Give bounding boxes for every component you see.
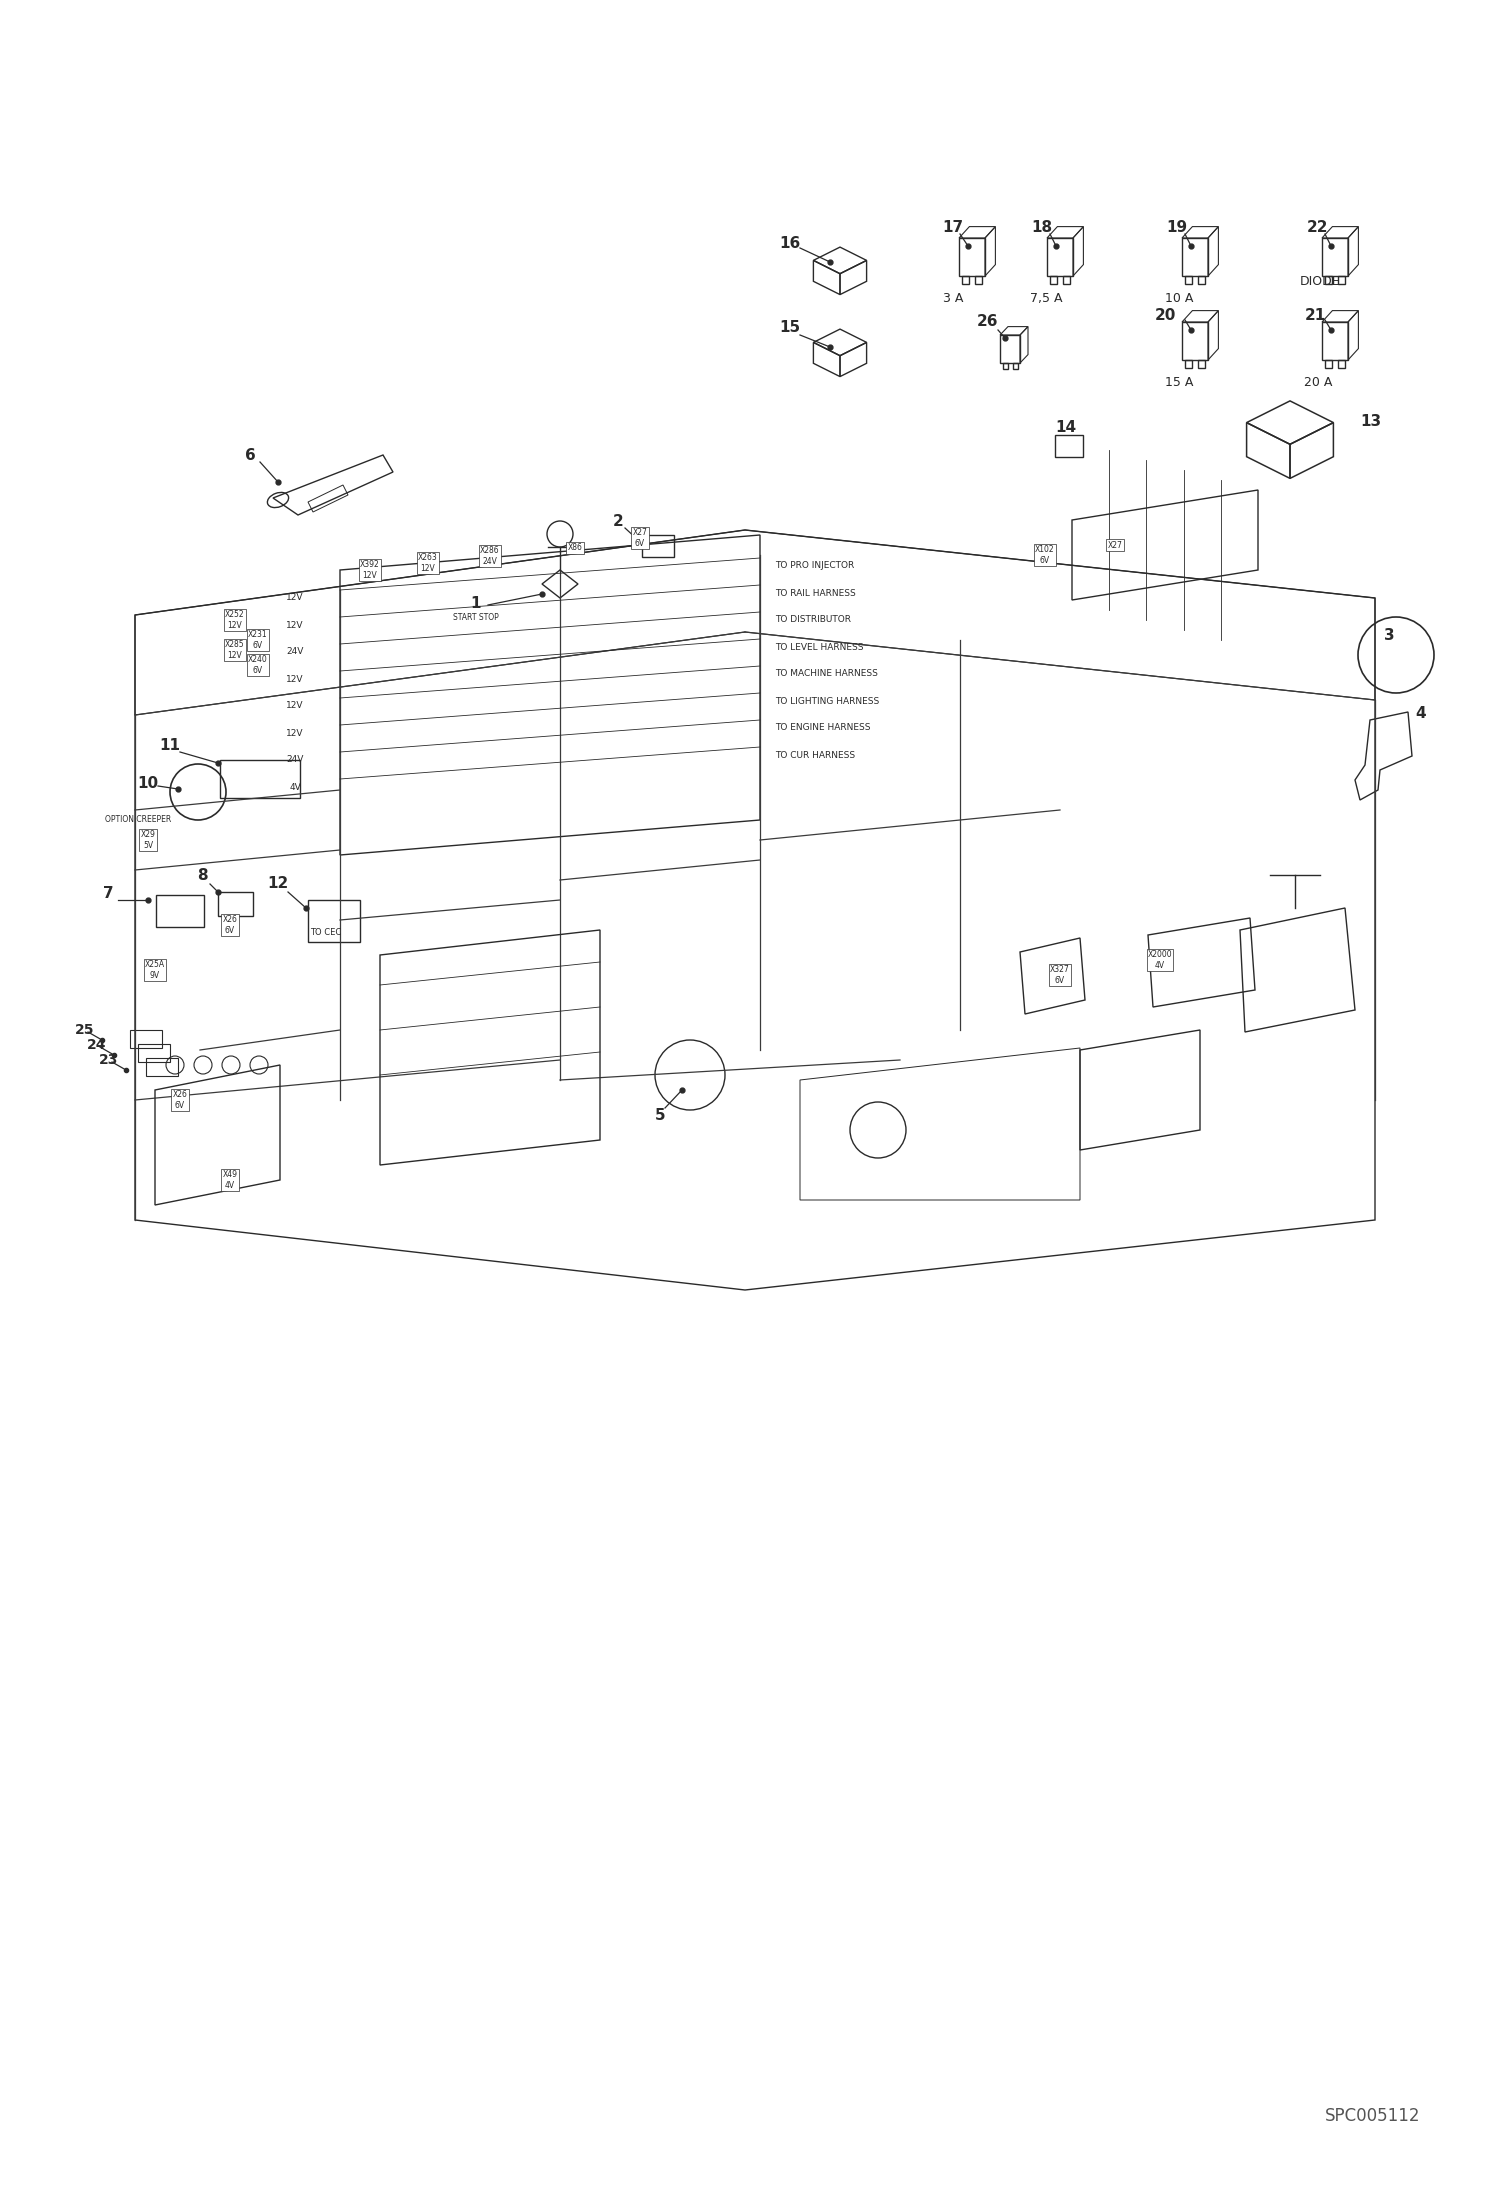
Text: 7: 7 xyxy=(103,886,114,902)
Text: 20 A: 20 A xyxy=(1303,375,1332,388)
Text: 12V: 12V xyxy=(286,595,304,603)
Text: X285
12V: X285 12V xyxy=(225,641,244,660)
Text: 4: 4 xyxy=(1416,706,1426,722)
Text: X263
12V: X263 12V xyxy=(418,553,437,573)
Bar xyxy=(156,895,204,928)
Text: TO LIGHTING HARNESS: TO LIGHTING HARNESS xyxy=(774,695,879,706)
Text: 24: 24 xyxy=(87,1038,106,1051)
Text: 18: 18 xyxy=(1032,222,1053,235)
Text: 3 A: 3 A xyxy=(944,292,963,305)
Text: 26: 26 xyxy=(977,314,999,329)
Text: X26
6V: X26 6V xyxy=(223,915,238,935)
Text: X29
5V: X29 5V xyxy=(141,829,156,849)
Text: X25A
9V: X25A 9V xyxy=(145,961,165,981)
Text: X27: X27 xyxy=(1107,540,1122,548)
Text: X327
6V: X327 6V xyxy=(1050,965,1070,985)
Text: TO PRO INJECTOR: TO PRO INJECTOR xyxy=(774,562,854,570)
Text: 5: 5 xyxy=(655,1108,665,1123)
Text: 12V: 12V xyxy=(286,728,304,737)
Bar xyxy=(220,759,300,799)
Bar xyxy=(219,893,253,917)
Text: 16: 16 xyxy=(779,235,800,250)
Bar xyxy=(1055,434,1083,456)
Text: 7,5 A: 7,5 A xyxy=(1031,292,1062,305)
Text: X252
12V: X252 12V xyxy=(225,610,244,630)
Text: 20: 20 xyxy=(1155,309,1176,323)
Text: TO LEVEL HARNESS: TO LEVEL HARNESS xyxy=(774,643,863,652)
Text: TO CUR HARNESS: TO CUR HARNESS xyxy=(774,750,855,759)
Text: 12V: 12V xyxy=(286,674,304,685)
Text: X286
24V: X286 24V xyxy=(481,546,500,566)
Bar xyxy=(138,1044,169,1062)
Text: START STOP: START STOP xyxy=(452,614,499,623)
Text: DIODE: DIODE xyxy=(1300,274,1341,287)
Text: TO ENGINE HARNESS: TO ENGINE HARNESS xyxy=(774,724,870,733)
Text: X27
6V: X27 6V xyxy=(632,529,647,548)
Text: 13: 13 xyxy=(1360,415,1381,430)
Text: 2: 2 xyxy=(613,513,623,529)
Text: 10 A: 10 A xyxy=(1165,292,1194,305)
Bar xyxy=(145,1058,178,1075)
Text: 3: 3 xyxy=(1384,627,1395,643)
Text: 15: 15 xyxy=(779,320,800,336)
Text: 22: 22 xyxy=(1306,222,1327,235)
Text: 8: 8 xyxy=(196,869,207,884)
Text: 15 A: 15 A xyxy=(1165,375,1194,388)
Text: 12V: 12V xyxy=(286,621,304,630)
Text: X231
6V: X231 6V xyxy=(249,630,268,649)
Text: TO MACHINE HARNESS: TO MACHINE HARNESS xyxy=(774,669,878,678)
Text: 6: 6 xyxy=(244,448,255,463)
Text: X26
6V: X26 6V xyxy=(172,1090,187,1110)
Text: 4V: 4V xyxy=(289,783,301,792)
Text: TO CEC: TO CEC xyxy=(310,928,342,937)
Text: 19: 19 xyxy=(1167,222,1188,235)
Text: X240
6V: X240 6V xyxy=(249,656,268,676)
Text: 24V: 24V xyxy=(286,755,304,764)
Text: X2000
4V: X2000 4V xyxy=(1147,950,1173,970)
Text: 10: 10 xyxy=(138,774,159,790)
Bar xyxy=(643,535,674,557)
Text: 1: 1 xyxy=(470,597,481,612)
Text: TO DISTRIBUTOR: TO DISTRIBUTOR xyxy=(774,617,851,625)
Text: SPC005112: SPC005112 xyxy=(1324,2106,1420,2126)
Bar xyxy=(309,900,360,941)
Text: X86: X86 xyxy=(568,544,583,553)
Text: 24V: 24V xyxy=(286,647,304,656)
Text: 14: 14 xyxy=(1055,421,1076,434)
Text: 21: 21 xyxy=(1305,309,1326,323)
Text: 12: 12 xyxy=(267,875,289,891)
Text: X102
6V: X102 6V xyxy=(1035,546,1055,564)
Text: TO RAIL HARNESS: TO RAIL HARNESS xyxy=(774,588,855,597)
Text: X392
12V: X392 12V xyxy=(360,559,380,579)
Bar xyxy=(130,1029,162,1049)
Text: 11: 11 xyxy=(159,737,180,753)
Text: 23: 23 xyxy=(99,1053,118,1066)
Text: 17: 17 xyxy=(942,222,963,235)
Text: OPTION CREEPER: OPTION CREEPER xyxy=(105,816,171,825)
Text: 12V: 12V xyxy=(286,702,304,711)
Text: 25: 25 xyxy=(75,1022,94,1038)
Text: X49
4V: X49 4V xyxy=(223,1169,238,1189)
